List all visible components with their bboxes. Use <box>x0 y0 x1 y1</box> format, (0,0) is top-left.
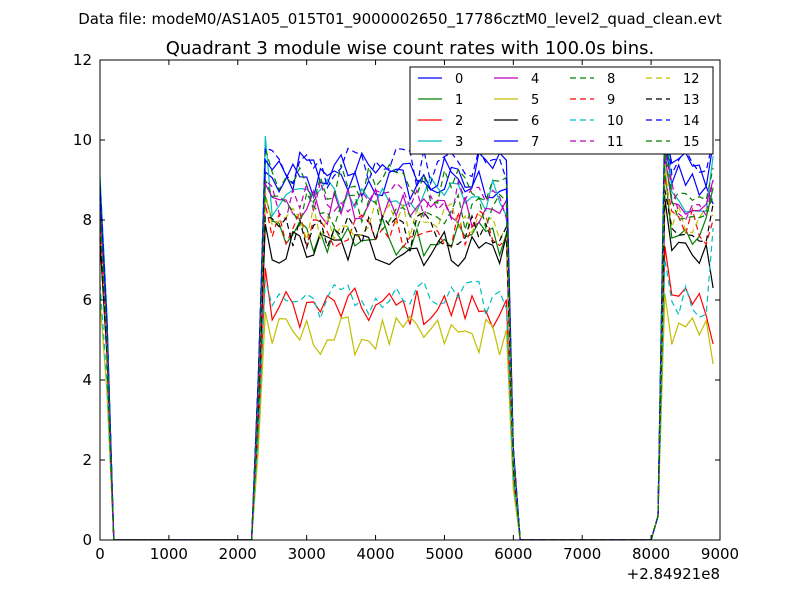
series-line-7 <box>100 129 714 540</box>
legend-label: 9 <box>607 93 615 108</box>
legend-label: 11 <box>607 135 624 150</box>
x-tick-label: 0 <box>95 545 105 563</box>
y-tick-label: 8 <box>82 211 92 229</box>
x-tick-label: 7000 <box>563 545 601 563</box>
x-offset-label: +2.84921e8 <box>627 565 720 583</box>
series-line-10 <box>100 227 714 540</box>
y-tick-label: 10 <box>73 131 92 149</box>
series-layer <box>100 103 714 540</box>
series-line-0 <box>100 142 714 540</box>
legend-label: 3 <box>455 135 463 150</box>
x-tick-label: 4000 <box>356 545 394 563</box>
y-tick-label: 6 <box>82 291 92 309</box>
legend-label: 1 <box>455 93 463 108</box>
legend-label: 0 <box>455 72 463 87</box>
x-tick-label: 9000 <box>701 545 739 563</box>
legend-label: 12 <box>683 72 700 87</box>
y-tick-label: 2 <box>82 451 92 469</box>
legend-label: 10 <box>607 114 624 129</box>
legend-label: 13 <box>683 93 700 108</box>
x-tick-label: 8000 <box>632 545 670 563</box>
series-line-2 <box>100 239 714 540</box>
series-line-14 <box>100 116 714 540</box>
series-line-9 <box>100 176 714 540</box>
x-tick-label: 5000 <box>425 545 463 563</box>
y-tick-label: 0 <box>82 531 92 549</box>
series-line-11 <box>100 151 714 540</box>
x-tick-label: 3000 <box>288 545 326 563</box>
legend-label: 14 <box>683 114 700 129</box>
x-tick-label: 1000 <box>150 545 188 563</box>
series-line-12 <box>100 164 714 540</box>
x-axis: 0 1000 2000 3000 4000 5000 6000 7000 8000 9000 <box>95 60 739 563</box>
series-line-5 <box>100 293 714 540</box>
legend-frame <box>409 66 714 155</box>
series-line-13 <box>100 189 714 540</box>
y-tick-label: 4 <box>82 371 92 389</box>
x-tick-label: 2000 <box>219 545 257 563</box>
series-line-1 <box>100 168 714 540</box>
series-line-6 <box>100 198 714 540</box>
legend-label: 7 <box>531 135 539 150</box>
series-line-4 <box>100 155 714 540</box>
x-tick-label: 6000 <box>494 545 532 563</box>
legend-label: 8 <box>607 72 615 87</box>
legend-label: 4 <box>531 72 539 87</box>
series-line-15 <box>100 151 714 540</box>
legend-label: 5 <box>531 93 539 108</box>
suptitle: Data file: modeM0/AS1A05_015T01_90000026… <box>78 10 722 29</box>
legend-label: 6 <box>531 114 539 129</box>
legend-label: 15 <box>683 135 700 150</box>
legend-label: 2 <box>455 114 463 129</box>
series-line-8 <box>100 116 714 540</box>
y-tick-label: 12 <box>73 51 92 69</box>
chart-title: Quadrant 3 module wise count rates with … <box>166 38 655 59</box>
